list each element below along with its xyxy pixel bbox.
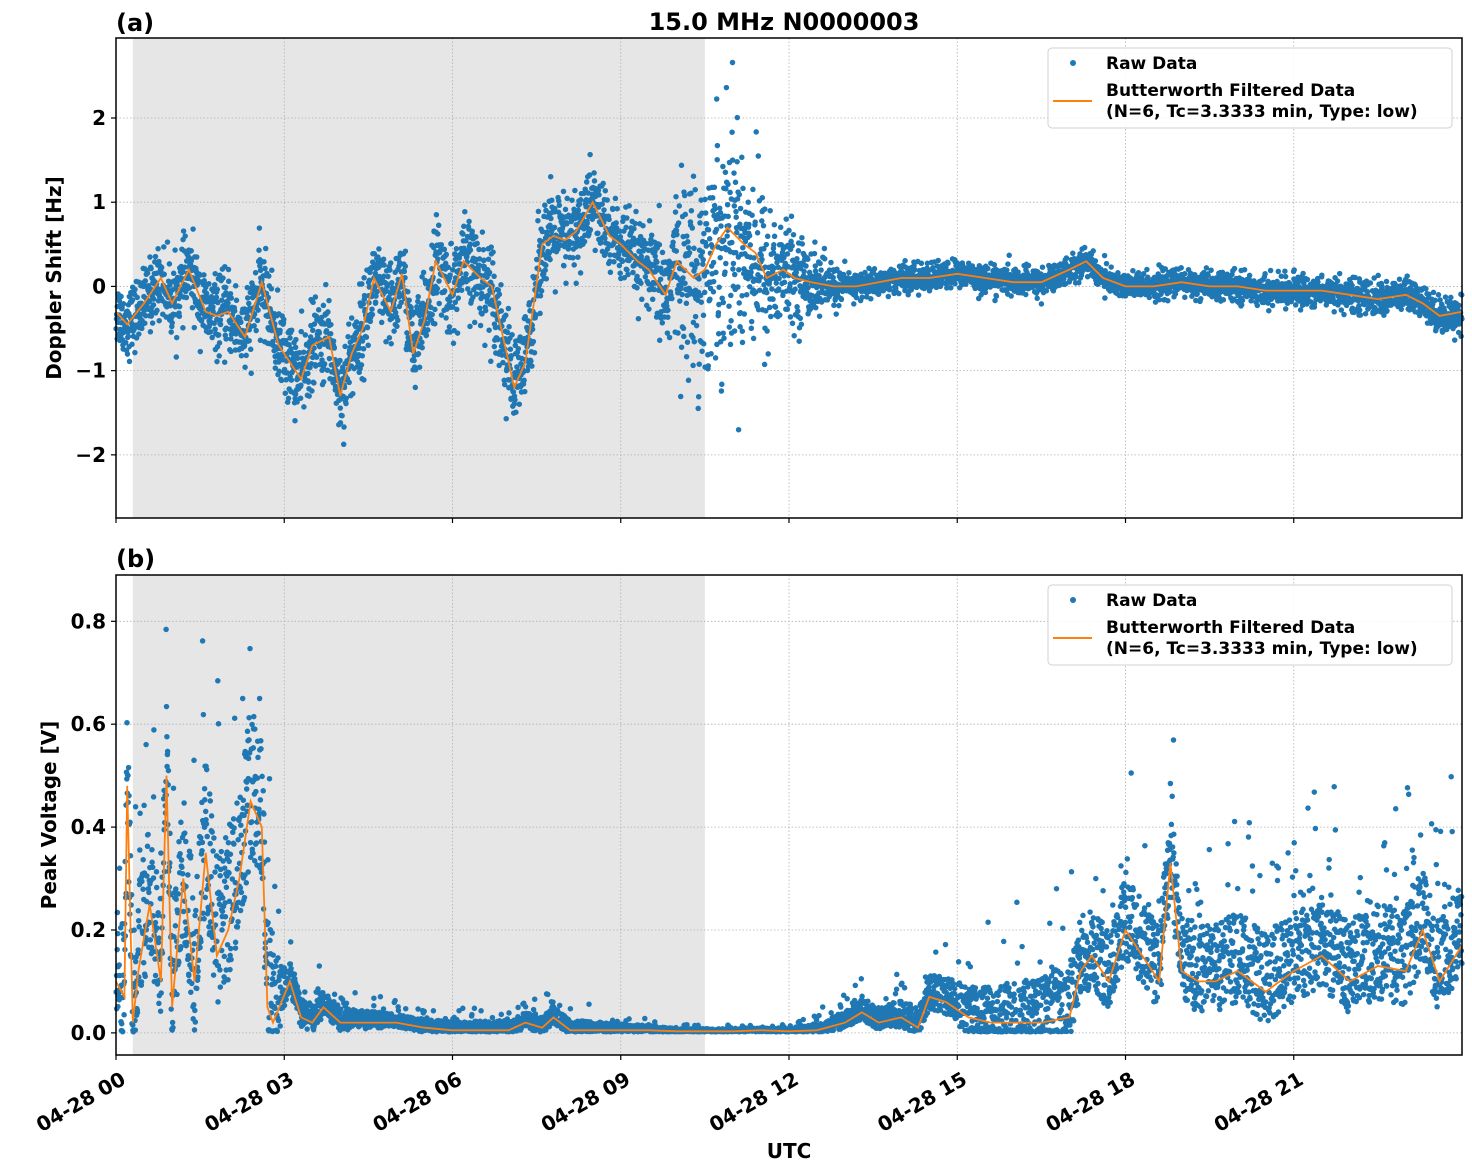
y-tick-label: 0.8 [71, 609, 106, 633]
x-tick-label: 04-28 09 [537, 1067, 635, 1137]
y-ticks-a: −2 −1 0 1 2 [75, 106, 116, 467]
y-tick-label: 1 [92, 190, 106, 214]
legend-filtered-label-line1-b: Butterworth Filtered Data [1106, 618, 1355, 638]
y-tick-label: 0.0 [71, 1021, 106, 1045]
x-tick-label: 04-28 06 [368, 1067, 466, 1137]
legend-filtered-label-line2-a: (N=6, Tc=3.3333 min, Type: low) [1106, 102, 1418, 122]
filtered-line-a [115, 200, 1463, 397]
y-tick-label: 2 [92, 106, 106, 130]
legend-b: Raw Data Butterworth Filtered Data (N=6,… [1047, 584, 1453, 666]
figure-title: 15.0 MHz N0000003 [649, 8, 920, 36]
y-tick-label: 0.6 [71, 712, 106, 736]
panel-label-a: (a) [116, 9, 154, 37]
y-tick-label: −1 [75, 359, 106, 383]
y-tick-label: 0.4 [71, 815, 106, 839]
legend-a: Raw Data Butterworth Filtered Data (N=6,… [1047, 47, 1453, 129]
x-ticks-a [115, 518, 1295, 523]
legend-raw-marker-b [1070, 597, 1076, 603]
panel-b: 0.0 0.2 0.4 0.6 0.8 04-28 00 04-28 03 04-28 06… [32, 545, 1465, 1163]
legend-raw-label-a: Raw Data [1106, 54, 1197, 74]
y-tick-label: 0.2 [71, 918, 106, 942]
panel-a: −2 −1 0 1 2 (a) 15.0 MHz N0000003 Doppler Sh… [42, 8, 1465, 523]
shaded-interval [132, 575, 705, 1055]
x-tick-label: 04-28 21 [1210, 1067, 1308, 1137]
x-axis-label: UTC [767, 1139, 812, 1163]
legend-raw-marker-a [1070, 60, 1076, 66]
x-ticks-b: 04-28 00 04-28 03 04-28 06 04-28 09 04-28 12… [32, 1055, 1307, 1137]
filtered-line-b [115, 775, 1463, 1033]
y-tick-label: −2 [75, 443, 106, 467]
legend-box-b [1047, 584, 1453, 666]
legend-box-a [1047, 47, 1453, 129]
panel-label-b: (b) [116, 545, 155, 573]
y-axis-label-a: Doppler Shift [Hz] [42, 176, 66, 380]
y-ticks-b: 0.0 0.2 0.4 0.6 0.8 [71, 609, 116, 1045]
x-tick-label: 04-28 12 [705, 1067, 803, 1137]
x-tick-label: 04-28 15 [873, 1067, 971, 1137]
legend-filtered-label-line1-a: Butterworth Filtered Data [1106, 81, 1355, 101]
legend-raw-label-b: Raw Data [1106, 591, 1197, 611]
x-tick-label: 04-28 00 [32, 1067, 130, 1137]
y-axis-label-b: Peak Voltage [V] [37, 721, 61, 910]
x-tick-label: 04-28 18 [1041, 1067, 1139, 1137]
y-tick-label: 0 [92, 274, 106, 298]
legend-filtered-label-line2-b: (N=6, Tc=3.3333 min, Type: low) [1106, 639, 1418, 659]
x-tick-label: 04-28 03 [200, 1067, 298, 1137]
